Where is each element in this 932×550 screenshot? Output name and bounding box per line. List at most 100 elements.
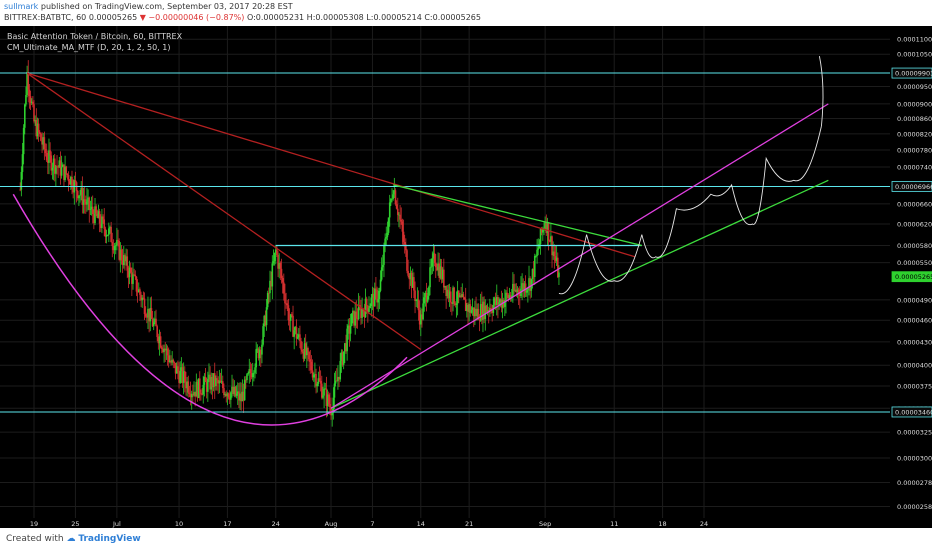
candle-body-up: [382, 264, 384, 268]
candle-body-down: [166, 348, 169, 356]
candle-body-up: [169, 360, 171, 363]
candle-body-down: [268, 292, 270, 294]
candle-body-down: [395, 204, 398, 209]
candle-body-down: [287, 305, 290, 321]
candle-body-up: [339, 360, 342, 380]
candle-body-down: [143, 298, 146, 315]
candle-body-down: [464, 299, 467, 312]
candle-body-down: [264, 315, 267, 326]
candle-body-up: [52, 158, 55, 168]
candle-body-down: [286, 303, 289, 306]
candle-body-down: [318, 378, 321, 381]
time-tick-label: 18: [658, 520, 666, 528]
candle-body-up: [386, 232, 389, 238]
candle-body-up: [486, 310, 489, 312]
time-tick-label: Jul: [112, 520, 121, 528]
candle-body-down: [53, 158, 56, 174]
candle-body-down: [545, 222, 548, 233]
candle-body-up: [226, 393, 229, 397]
candle-body-up: [248, 369, 251, 374]
candle-body-up: [97, 211, 100, 219]
candle-body-up: [398, 214, 400, 216]
candle-body-up: [182, 371, 185, 383]
candle-body-down: [57, 166, 59, 168]
author-link[interactable]: sullmark: [4, 2, 39, 11]
candle-body-up: [212, 373, 215, 388]
candle-body-down: [270, 280, 272, 287]
candle-body-up: [42, 137, 45, 145]
candle-body-up: [186, 381, 188, 389]
candle-body-down: [85, 201, 87, 205]
time-tick-label: 17: [223, 520, 231, 528]
candle-body-down: [177, 366, 179, 373]
candle-body-down: [111, 242, 114, 247]
candle-body-down: [181, 367, 184, 383]
candle-body-down: [28, 89, 31, 97]
candle-body-down: [139, 289, 141, 295]
candle-body-up: [163, 348, 165, 353]
candle-body-down: [283, 282, 285, 294]
red-trend-line: [26, 72, 636, 258]
candle-body-up: [317, 378, 320, 384]
candle-body-up: [224, 393, 226, 396]
candle-body-down: [524, 283, 527, 293]
candle-body-up: [231, 386, 233, 393]
candle-body-up: [347, 325, 350, 329]
candle-body-down: [502, 299, 505, 307]
down-arrow-icon: ▼: [139, 13, 146, 22]
candle-body-down: [142, 297, 145, 299]
candle-body-up: [384, 238, 386, 246]
candle-body-up: [114, 245, 117, 247]
candle-body-down: [394, 190, 397, 205]
candle-body-down: [205, 381, 208, 392]
candle-body-down: [418, 310, 421, 325]
candle-body-down: [174, 362, 177, 374]
candle-body-up: [26, 71, 28, 96]
candle-body-up: [468, 304, 470, 312]
tradingview-logo-icon[interactable]: ☁: [66, 534, 76, 544]
candle-body-down: [232, 386, 234, 394]
candle-body-up: [197, 378, 200, 398]
candle-body-up: [297, 334, 300, 338]
candle-body-down: [259, 349, 262, 355]
candle-body-down: [159, 336, 162, 348]
candle-body-down: [95, 206, 97, 214]
price-label-box: [891, 406, 932, 418]
candle-body-up: [125, 256, 127, 262]
candle-body-up: [20, 171, 23, 190]
candle-body-down: [126, 256, 129, 271]
candle-body-down: [185, 382, 187, 389]
candle-body-up: [380, 267, 383, 280]
candle-body-down: [310, 361, 313, 371]
time-tick-label: Aug: [325, 520, 338, 528]
candle-body-up: [246, 374, 248, 381]
candle-body-down: [417, 299, 420, 311]
candle-body-down: [156, 326, 158, 338]
candle-body-up: [323, 388, 325, 396]
candle-body-down: [148, 308, 150, 322]
candle-body-up: [233, 386, 236, 394]
tradingview-brand[interactable]: TradingView: [78, 534, 141, 544]
candle-body-down: [425, 292, 428, 302]
candle-body-down: [414, 290, 416, 301]
candle-body-down: [367, 306, 369, 312]
candle-body-down: [209, 374, 211, 390]
candle-body-down: [234, 386, 237, 396]
candle-body-up: [371, 293, 374, 298]
candle-body-down: [96, 213, 99, 219]
candle-body-down: [136, 291, 139, 293]
candle-body-up: [527, 288, 529, 291]
candle-body-up: [424, 292, 427, 298]
price-label-box: [891, 271, 932, 283]
candle-body-down: [50, 155, 53, 171]
candle-body-up: [278, 263, 281, 269]
candle-body-up: [423, 297, 426, 304]
candle-body-down: [40, 133, 42, 141]
candle-body-up: [429, 267, 431, 288]
